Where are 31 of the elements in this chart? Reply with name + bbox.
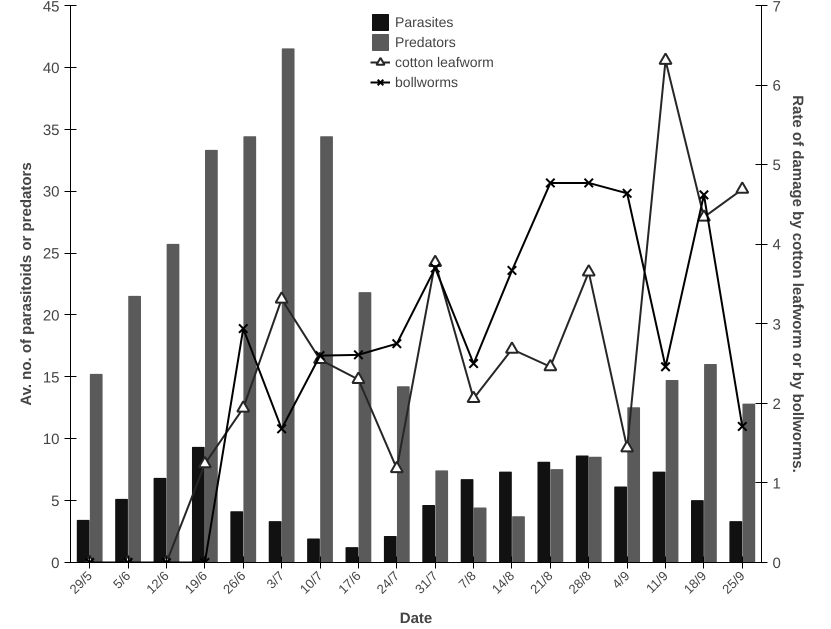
y2-tick-label: 6 — [772, 78, 781, 95]
y2-tick-label: 1 — [772, 475, 781, 492]
y-tick-label: 35 — [42, 122, 60, 139]
legend-label: bollworms — [395, 74, 458, 90]
x-tick-label: 4/9 — [609, 568, 632, 592]
legend-label: Parasites — [395, 14, 454, 30]
legend-label: cotton leafworm — [395, 54, 494, 70]
y2-axis-title: Rate of damage by cotton leafworm or by bollworms. — [788, 95, 806, 473]
y-tick-label: 0 — [51, 555, 60, 572]
y-tick-label: 20 — [42, 307, 60, 324]
y2-tick-label: 7 — [772, 0, 781, 16]
y2-tick-label: 0 — [772, 555, 781, 572]
y2-tick-label: 3 — [772, 316, 781, 334]
y2-tick-label: 5 — [772, 157, 781, 174]
x-tick-label: 7/8 — [456, 568, 479, 592]
y2-tick-label: 2 — [772, 396, 781, 413]
y-tick-label: 40 — [42, 60, 60, 77]
y-tick-label: 25 — [42, 246, 60, 263]
y-tick-label: 5 — [51, 493, 60, 510]
x-tick-label: 18/9 — [680, 568, 710, 597]
x-tick-label: 11/9 — [643, 568, 671, 596]
y-tick-label: 30 — [42, 184, 60, 201]
y-axis-title: Av. no. of parasitoids or predators — [18, 162, 35, 406]
x-axis-title: Date — [400, 610, 432, 627]
y-tick-label: 45 — [42, 0, 60, 16]
y-tick-label: 10 — [42, 431, 60, 448]
legend-label: Predators — [395, 34, 456, 50]
y2-tick-label: 4 — [772, 236, 781, 254]
x-tick-label: 5/6 — [110, 568, 134, 592]
x-tick-label: 3/7 — [264, 568, 287, 592]
y-tick-label: 15 — [42, 369, 60, 386]
